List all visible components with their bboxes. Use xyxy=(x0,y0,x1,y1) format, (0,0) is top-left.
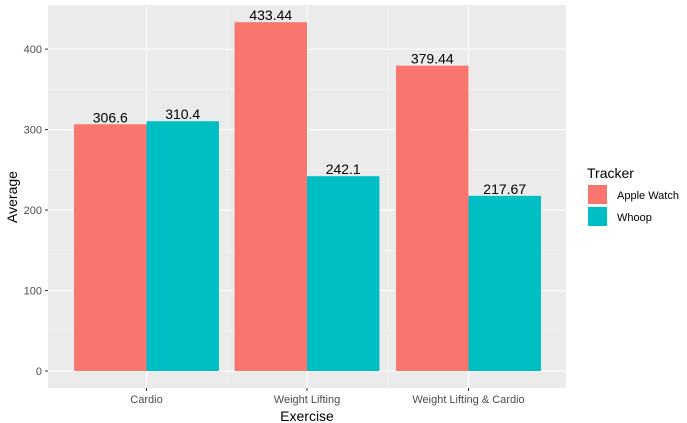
x-tick-label: Cardio xyxy=(130,394,162,406)
data-label: 306.6 xyxy=(93,109,128,125)
legend-key-whoop xyxy=(588,207,607,226)
bar-apple-watch-2 xyxy=(396,65,469,371)
legend-title: Tracker xyxy=(587,165,634,181)
y-axis: 0 100 200 300 400 xyxy=(24,44,48,378)
x-axis-title: Exercise xyxy=(280,408,334,423)
bar-whoop-2 xyxy=(468,195,541,371)
data-label: 379.44 xyxy=(411,51,454,67)
y-tick-label: 300 xyxy=(24,125,42,137)
bar-apple-watch-0 xyxy=(74,124,147,371)
bar-apple-watch-1 xyxy=(234,22,307,371)
legend-items: Apple Watch Whoop xyxy=(588,185,679,226)
legend-label: Apple Watch xyxy=(617,190,679,202)
data-label: 310.4 xyxy=(165,106,200,122)
y-tick-label: 200 xyxy=(24,205,42,217)
bars xyxy=(74,22,541,371)
legend: Tracker Apple Watch Whoop xyxy=(587,165,679,226)
bar-whoop-0 xyxy=(146,121,219,371)
y-tick-label: 100 xyxy=(24,286,42,298)
data-label: 242.1 xyxy=(326,161,361,177)
legend-key-apple-watch xyxy=(588,185,607,204)
data-labels: 306.6 433.44 379.44 310.4 242.1 217.67 xyxy=(93,7,527,197)
legend-label: Whoop xyxy=(617,212,652,224)
x-tick-label: Weight Lifting & Cardio xyxy=(412,394,524,406)
y-tick-label: 0 xyxy=(36,366,42,378)
data-label: 217.67 xyxy=(483,181,526,197)
x-tick-label: Weight Lifting xyxy=(274,394,340,406)
x-axis: Cardio Weight Lifting Weight Lifting & Car… xyxy=(130,388,525,406)
y-axis-title: Average xyxy=(4,171,20,223)
y-tick-label: 400 xyxy=(24,44,42,56)
data-label: 433.44 xyxy=(249,7,292,23)
bar-whoop-1 xyxy=(307,176,380,371)
